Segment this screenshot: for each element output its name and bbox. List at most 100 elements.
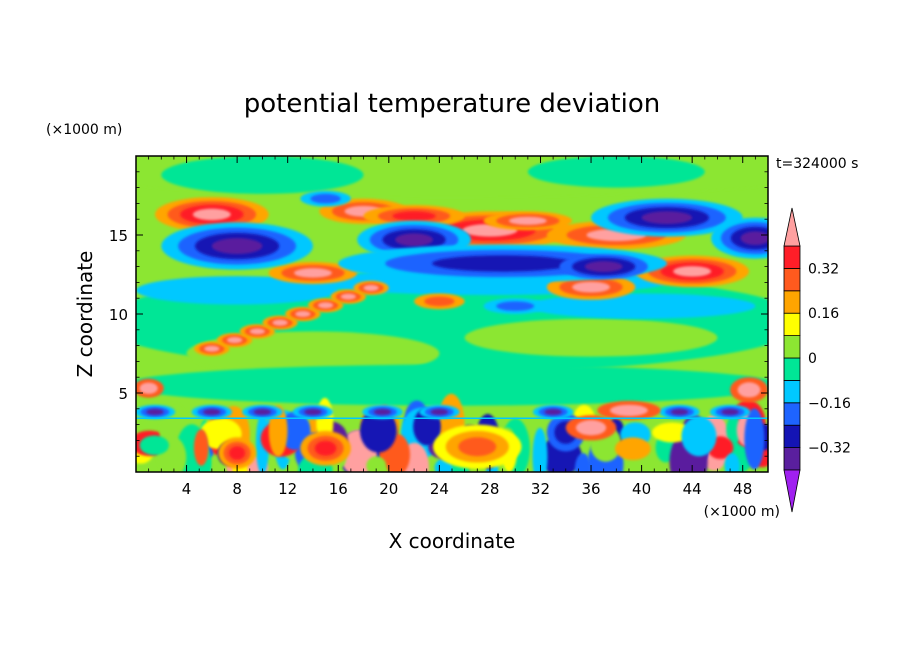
contour-blob (304, 408, 322, 416)
colorbar: 0.32 0.16 0 −0.16 −0.32 (783, 207, 851, 513)
colorbar-tick-label: 0.16 (808, 306, 839, 322)
contour-blob (673, 266, 712, 277)
contour-blob (614, 437, 651, 461)
contour-blob (314, 440, 337, 456)
contour-blob (432, 255, 573, 272)
contour-blob (253, 408, 272, 416)
contour-blob (139, 435, 169, 456)
colorbar-tick-label: 0.32 (808, 261, 839, 277)
plot-area (136, 156, 768, 472)
y-tick-label: 15 (109, 227, 128, 245)
contour-blob (395, 233, 434, 247)
colorbar-segment (783, 379, 801, 404)
x-axis: 4 8 12 16 20 24 28 32 36 40 44 48 (148, 156, 756, 498)
colorbar-segment (783, 335, 801, 359)
contour-blob (544, 408, 562, 416)
contour-blob (430, 408, 449, 416)
contour-blob (272, 319, 288, 326)
colorbar-segment (783, 447, 801, 471)
contour-blob (366, 456, 387, 472)
contour-blob (249, 328, 265, 335)
contour-blob (458, 437, 497, 457)
contour-blob (724, 453, 740, 472)
contour-blob (574, 453, 592, 472)
x-tick-label: 12 (278, 480, 297, 498)
colorbar-segment (783, 424, 801, 449)
contour-blob (279, 411, 311, 450)
contour-field (136, 156, 768, 472)
colorbar-min-arrow (783, 469, 801, 513)
contour-blob (211, 238, 263, 254)
x-tick-label: 32 (531, 480, 550, 498)
contour-blob (641, 211, 693, 224)
contour-blob (192, 208, 231, 221)
contour-blob (203, 408, 221, 416)
x-tick-label: 44 (683, 480, 702, 498)
contour-blob (392, 211, 436, 221)
x-tick-label: 20 (379, 480, 398, 498)
colorbar-tick-label: −0.16 (808, 396, 851, 412)
y-axis: 5 10 15 (109, 171, 768, 457)
contour-blob (193, 429, 209, 466)
contour-blob (532, 427, 548, 472)
contour-blob (136, 276, 339, 305)
contour-blob (464, 318, 718, 357)
contour-blob (139, 382, 158, 394)
contour-blob (584, 261, 623, 273)
time-label: t=324000 s (776, 156, 858, 172)
contour-blob (295, 310, 311, 318)
chart-title: potential temperature deviation (244, 89, 660, 119)
contour-blob (340, 293, 356, 300)
x-axis-label: X coordinate (389, 529, 516, 553)
contour-blob (161, 156, 364, 194)
contour-blob (740, 231, 768, 246)
colorbar-max-arrow (783, 207, 801, 247)
contour-blob (318, 302, 334, 309)
x-unit-label: (×1000 m) (704, 504, 780, 520)
contour-blob (575, 420, 607, 436)
y-tick-label: 5 (118, 385, 128, 403)
x-tick-label: 48 (733, 480, 752, 498)
contour-blob (310, 193, 341, 204)
contour-blob (294, 268, 332, 278)
colorbar-segment (783, 245, 801, 269)
contour-blob (146, 408, 164, 416)
x-tick-label: 28 (480, 480, 499, 498)
contour-blob (363, 284, 379, 291)
x-tick-label: 8 (232, 480, 242, 498)
contour-blob (527, 156, 705, 188)
contour-blob (508, 216, 547, 225)
contour-blob (681, 416, 717, 457)
colorbar-segment (783, 357, 801, 381)
contour-blob (227, 337, 243, 344)
x-tick-label: 40 (632, 480, 651, 498)
contour-blob (496, 301, 535, 311)
contour-blob (373, 408, 392, 416)
x-tick-label: 24 (430, 480, 449, 498)
colorbar-segment (783, 312, 801, 337)
y-unit-label: (×1000 m) (46, 122, 122, 138)
y-axis-label: Z coordinate (73, 251, 97, 378)
contour-blob (527, 293, 756, 319)
contour-blob (670, 408, 689, 416)
y-tick-label: 10 (109, 306, 128, 324)
colorbar-segment (783, 402, 801, 426)
contour-blob (228, 446, 246, 460)
colorbar-segment (783, 267, 801, 292)
contour-blob (610, 404, 648, 417)
contour-blob (721, 408, 739, 416)
colorbar-tick-label: 0 (808, 351, 817, 367)
contour-blob (737, 382, 761, 398)
contour-blob (359, 408, 397, 453)
contour-blob (572, 281, 610, 293)
colorbar-tick-label: −0.32 (808, 441, 851, 457)
contour-blob (424, 296, 455, 307)
contour-blob (204, 345, 220, 352)
x-tick-label: 16 (329, 480, 348, 498)
x-tick-label: 4 (182, 480, 192, 498)
x-tick-label: 36 (581, 480, 600, 498)
colorbar-segment (783, 290, 801, 314)
contour-blob (136, 364, 768, 406)
contour-blob (744, 408, 765, 470)
